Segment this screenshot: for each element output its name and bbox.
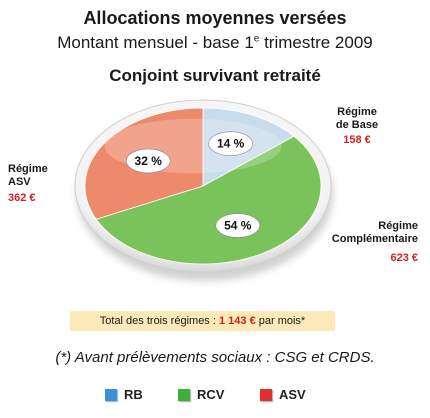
label-rb: Régime de Base 158 €	[318, 106, 396, 146]
pct-label-rb: 14 %	[208, 131, 253, 156]
amount-rcv: 623 €	[390, 252, 418, 264]
pct-label-asv: 32 %	[125, 148, 171, 174]
pct-text-rcv: 54 %	[224, 219, 252, 233]
legend-item-rcv: RCV	[178, 387, 224, 402]
pct-text-rb: 14 %	[217, 137, 245, 151]
legend-swatch-asv	[260, 388, 272, 401]
pct-bubble-asv	[125, 148, 171, 174]
label-rcv: Régime Complémentaire 623 €	[318, 220, 418, 264]
pct-bubble-rcv	[215, 213, 261, 238]
page-subtitle: Montant mensuel - base 1e trimestre 2009	[57, 33, 373, 52]
total-value: 1 143 €	[218, 315, 256, 327]
pct-bubble-rb	[208, 131, 253, 156]
pct-text-asv: 32 %	[135, 154, 163, 168]
legend-item-asv: ASV	[260, 387, 306, 402]
footnote: (*) Avant prélèvements sociaux : CSG et …	[55, 349, 375, 366]
total-box: Total des trois régimes : 1 143 € par mo…	[70, 311, 335, 331]
chart-title: Conjoint survivant retraité	[109, 66, 321, 85]
amount-asv: 362 €	[8, 192, 36, 204]
pct-label-rcv: 54 %	[215, 213, 261, 238]
legend-swatch-rb	[105, 388, 117, 401]
legend-swatch-rcv	[178, 388, 190, 401]
page-title: Allocations moyennes versées	[83, 8, 347, 28]
label-asv: Régime ASV 362 €	[8, 163, 62, 204]
pie-slice-rcv	[95, 135, 322, 265]
legend-item-rb: RB	[105, 387, 143, 402]
amount-rb: 158 €	[343, 134, 371, 146]
